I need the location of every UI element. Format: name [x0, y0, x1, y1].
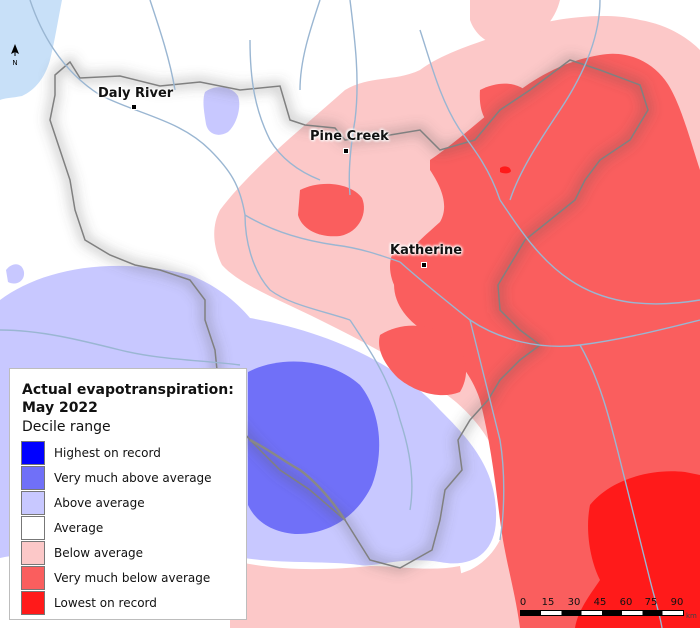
legend-swatch	[21, 441, 45, 465]
scale-tick: 15	[541, 597, 555, 608]
region-lowest-on-record-small	[500, 166, 511, 174]
legend-title: Actual evapotranspiration: May 2022	[22, 382, 234, 416]
sea-area	[0, 0, 62, 100]
river-tributary-6	[299, 0, 321, 91]
legend-item-average: Average	[21, 516, 103, 540]
river-tributary-2	[244, 214, 351, 321]
river-tributary-14	[579, 344, 663, 628]
region-very-much-below-average-katherine	[390, 249, 466, 314]
river-tributary-1	[244, 214, 401, 263]
river-main-south	[249, 438, 346, 521]
legend-item-above-average: Above average	[21, 491, 145, 515]
town-marker-katherine	[421, 262, 427, 268]
river-tributary-9	[249, 39, 321, 181]
river-tributary-10	[149, 0, 176, 91]
river-tributary-11	[469, 319, 505, 541]
scale-tick: 60	[619, 597, 633, 608]
legend-label: Lowest on record	[54, 596, 157, 610]
region-above-average-islet	[6, 264, 25, 284]
legend-swatch	[21, 566, 45, 590]
river-tributary-8	[499, 199, 700, 305]
town-label-daly-river: Daly River	[98, 86, 174, 101]
river-tributary-13	[0, 329, 241, 366]
scale-tick: 0	[519, 597, 527, 608]
legend-label: Very much above average	[54, 471, 212, 485]
town-label-pine-creek: Pine Creek	[310, 129, 389, 144]
legend-swatch	[21, 541, 45, 565]
legend-swatch	[21, 491, 45, 515]
scale-unit: km	[686, 612, 697, 620]
legend-item-highest-on-record: Highest on record	[21, 441, 161, 465]
river-tributary-7	[399, 261, 700, 347]
legend-subtitle: Decile range	[22, 419, 111, 435]
region-below-average-north	[470, 0, 560, 46]
region-lowest-on-record	[575, 471, 700, 628]
region-very-much-above-average	[248, 361, 380, 535]
river-daly	[29, 0, 246, 216]
north-label: N	[12, 59, 17, 66]
legend-swatch	[21, 516, 45, 540]
legend-item-very-much-below-average: Very much below average	[21, 566, 210, 590]
region-very-much-below-average-central	[298, 183, 364, 237]
legend-swatch	[21, 466, 45, 490]
scale-tick: 90	[670, 597, 684, 608]
legend-item-very-much-above-average: Very much above average	[21, 466, 212, 490]
legend-label: Above average	[54, 496, 145, 510]
north-arrow-icon: N	[11, 44, 19, 66]
region-below-average-south	[230, 560, 470, 628]
region-above-average-small	[203, 87, 240, 135]
river-tributary-5	[509, 0, 601, 201]
river-tributary-3	[348, 0, 358, 196]
legend-item-below-average: Below average	[21, 541, 143, 565]
scale-tick: 75	[644, 597, 658, 608]
town-marker-daly-river	[131, 104, 137, 110]
legend-swatch	[21, 591, 45, 615]
legend: Actual evapotranspiration: May 2022 Deci…	[9, 368, 247, 620]
legend-label: Below average	[54, 546, 144, 560]
town-label-katherine: Katherine	[390, 243, 463, 258]
town-marker-pine-creek	[343, 148, 349, 154]
legend-label: Very much below average	[54, 571, 211, 585]
river-tributary-12	[349, 319, 413, 511]
north-arrow: N	[8, 44, 22, 66]
legend-item-lowest-on-record: Lowest on record	[21, 591, 157, 615]
scale-tick: 45	[593, 597, 607, 608]
legend-label: Highest on record	[54, 446, 161, 460]
scale-segments	[520, 610, 684, 616]
scale-tick: 30	[567, 597, 581, 608]
scale-bar: 0 15 30 45 60 75 90 km	[518, 597, 700, 627]
legend-label: Average	[54, 521, 104, 535]
river-tributary-4	[419, 29, 501, 201]
basin-outline	[49, 59, 649, 569]
region-very-much-below-average-southwest	[379, 325, 467, 396]
